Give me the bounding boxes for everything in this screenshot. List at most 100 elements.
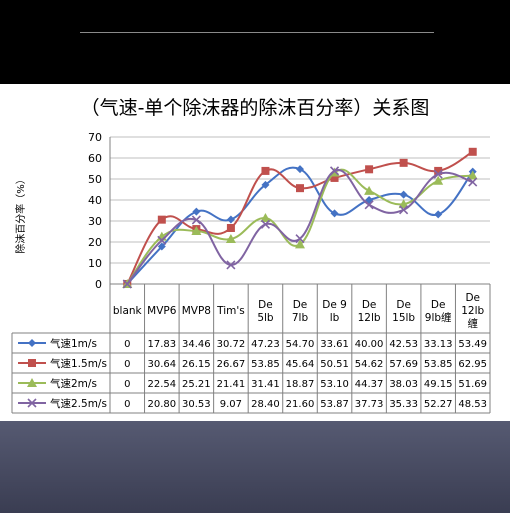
data-point (261, 180, 270, 189)
table-cell-value: 54.62 (355, 359, 384, 370)
table-cell-value: 53.87 (320, 399, 349, 410)
table-cell-value: 17.83 (147, 339, 176, 350)
data-point (434, 166, 443, 175)
data-point (364, 200, 374, 210)
table-cell-value: 25.21 (182, 379, 211, 390)
data-point (365, 165, 374, 174)
table-cell-value: 57.69 (389, 359, 418, 370)
legend-label: 气速1m/s (50, 337, 97, 350)
table-cell-value: 53.10 (320, 379, 349, 390)
category-label: 5lb (257, 312, 274, 324)
table-cell-value: 49.15 (424, 379, 453, 390)
data-point (295, 239, 305, 249)
y-tick-labels: 0 10 20 30 40 50 60 70 (88, 131, 102, 291)
y-tick-label: 50 (88, 173, 102, 186)
data-point (225, 234, 236, 244)
data-point (330, 209, 339, 218)
data-point (191, 215, 201, 225)
table-cell-value: 26.67 (217, 359, 246, 370)
table-cell-value: 53.85 (251, 359, 280, 370)
data-point (399, 158, 408, 167)
table-cell-value: 21.60 (286, 399, 315, 410)
category-label: lb (330, 312, 340, 324)
legend-label: 气速2m/s (50, 377, 97, 390)
data-point (122, 279, 132, 289)
category-label: MVP6 (147, 305, 177, 317)
table-cell-value: 0 (124, 399, 130, 410)
data-point (27, 378, 37, 387)
data-point (260, 213, 271, 223)
table-cell-value: 53.49 (458, 339, 487, 350)
data-point-stroke (157, 235, 167, 245)
table-cell-value: 48.53 (458, 399, 487, 410)
data-point (433, 175, 444, 185)
table-cell-value: 47.23 (251, 339, 280, 350)
data-point (226, 223, 235, 232)
category-label: Tim's (216, 305, 245, 317)
table-cell-value: 53.85 (424, 359, 453, 370)
data-point-stroke (226, 260, 236, 270)
y-tick-label: 70 (88, 131, 102, 144)
data-point (226, 260, 236, 270)
y-tick-label: 0 (95, 278, 102, 291)
y-tick-label: 10 (88, 257, 102, 270)
y-tick-label: 60 (88, 152, 102, 165)
data-point-stroke (468, 177, 478, 187)
grid-lines (109, 136, 490, 285)
data-point (364, 185, 375, 195)
chart: （气速-单个除沫器的除沫百分率）关系图 除沫百分率（%） 0 10 20 30 40 50… (11, 97, 491, 414)
data-point-stroke (399, 205, 409, 215)
data-point (468, 177, 478, 187)
data-point (157, 215, 166, 224)
table-cell-value: 30.53 (182, 399, 211, 410)
data-point (434, 210, 443, 219)
category-label: blank (113, 305, 143, 317)
table-cell-value: 33.61 (320, 339, 349, 350)
category-label: De (396, 299, 411, 311)
table-cell-value: 0 (124, 359, 130, 370)
category-label: 12lb (358, 312, 381, 324)
table-cell-value: 34.46 (182, 339, 211, 350)
data-point-stroke (364, 200, 374, 210)
data-point (399, 205, 409, 215)
data-point (28, 359, 36, 367)
data-point-stroke (122, 279, 132, 289)
data-point (226, 215, 235, 224)
table-cell-value: 31.41 (251, 379, 280, 390)
table-cell-value: 30.72 (217, 339, 246, 350)
data-point (398, 199, 409, 209)
table-cell-value: 44.37 (355, 379, 384, 390)
data-point-stroke (260, 219, 271, 229)
top-dark-band (0, 0, 510, 84)
data-point (296, 165, 304, 174)
table-cell-value: 45.64 (286, 359, 315, 370)
data-point (157, 235, 167, 245)
y-tick-label: 20 (88, 236, 102, 249)
table-cell-value: 38.03 (389, 379, 418, 390)
table-cell-value: 51.69 (458, 379, 487, 390)
table-cell-value: 50.51 (320, 359, 349, 370)
table-cell-value: 0 (124, 379, 130, 390)
category-label: MVP8 (182, 305, 211, 317)
y-tick-label: 40 (88, 194, 102, 207)
data-point-stroke (27, 398, 37, 408)
table-cell-value: 40.00 (355, 339, 384, 350)
table-cell-value: 26.15 (182, 359, 211, 370)
category-label: De 9 (322, 299, 347, 311)
table-cell-value: 18.87 (286, 379, 315, 390)
table-cell-value: 22.54 (147, 379, 176, 390)
category-label: De (431, 299, 446, 311)
table-cell-value: 0 (124, 339, 130, 350)
chart-title: （气速-单个除沫器的除沫百分率）关系图 (81, 97, 430, 119)
category-label: 缠 (467, 317, 478, 330)
table-cell-value: 35.33 (389, 399, 418, 410)
table-cell-value: 28.40 (251, 399, 280, 410)
data-point (192, 207, 201, 216)
table-cell-value: 30.64 (147, 359, 176, 370)
data-point (433, 169, 443, 179)
y-axis-label: 除沫百分率（%） (14, 174, 27, 254)
table-cell-value: 62.95 (458, 359, 487, 370)
table-cell-value: 42.53 (389, 339, 418, 350)
category-label: De (293, 299, 308, 311)
legend-label: 气速1.5m/s (50, 357, 107, 370)
